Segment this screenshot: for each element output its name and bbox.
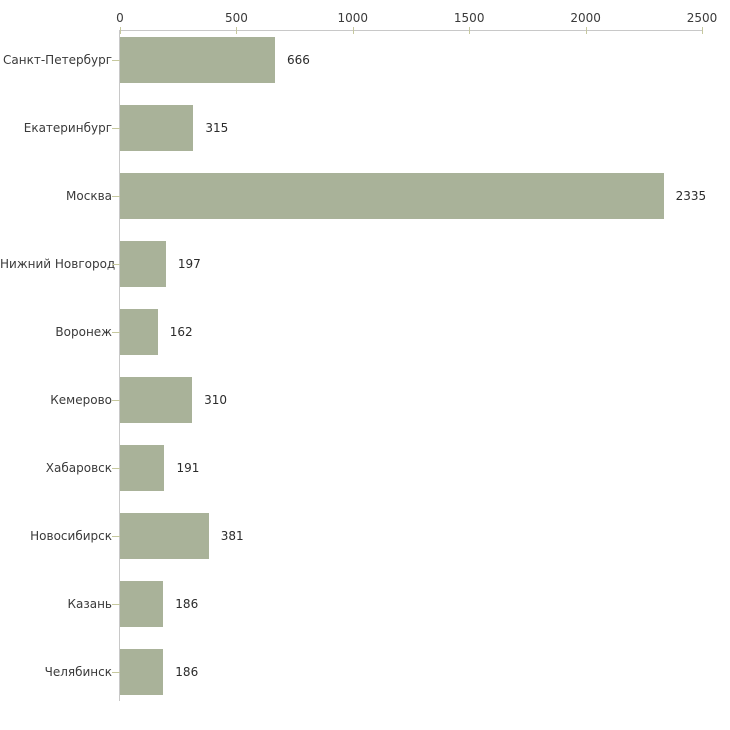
category-tick-mark: [112, 127, 120, 129]
category-tick-mark: [112, 467, 120, 469]
value-label: 191: [176, 461, 200, 475]
x-tick-mark: [352, 27, 354, 34]
x-tick-label: 500: [224, 11, 248, 25]
bar: [120, 377, 193, 423]
value-label: 186: [175, 597, 199, 611]
x-tick-label: 1000: [337, 11, 369, 25]
value-label: 666: [287, 53, 310, 67]
bar: [120, 581, 164, 627]
category-tick-mark: [112, 603, 120, 605]
value-label: 381: [220, 529, 244, 543]
bar-row: Санкт-Петербург 666: [0, 26, 730, 94]
value-label: 310: [204, 393, 228, 407]
bar-row: Хабаровск 191: [0, 434, 730, 502]
bar: [120, 105, 194, 151]
category-label: Хабаровск: [45, 461, 112, 475]
category-tick-mark: [112, 535, 120, 537]
bar-row: Екатеринбург 315: [0, 94, 730, 162]
category-label: Кемерово: [50, 393, 112, 407]
value-label: 197: [177, 257, 201, 271]
bar-row: Челябинск 186: [0, 638, 730, 706]
bar: [120, 37, 276, 83]
bar-row: Нижний Новгород 197: [0, 230, 730, 298]
x-tick-mark: [469, 27, 471, 34]
x-tick-label: 0: [116, 11, 124, 25]
x-tick-mark: [120, 27, 121, 34]
value-label: 315: [205, 121, 229, 135]
value-label: 2335: [675, 189, 707, 203]
bar-row: Казань 186: [0, 570, 730, 638]
category-label: Казань: [67, 597, 112, 611]
x-tick-mark: [585, 27, 587, 34]
value-label: 186: [175, 665, 199, 679]
bar: [120, 241, 166, 287]
category-tick-mark: [112, 671, 120, 673]
bar: [120, 513, 209, 559]
bar-row: Новосибирск 381: [0, 502, 730, 570]
category-tick-mark: [112, 399, 120, 401]
category-label: Нижний Новгород: [0, 257, 116, 271]
x-tick-label: 2000: [570, 11, 601, 25]
bar: [120, 445, 165, 491]
y-axis-line: [119, 30, 120, 701]
x-axis-line: [120, 30, 703, 31]
bar: [120, 649, 164, 695]
category-tick-mark: [112, 195, 120, 197]
value-label: 162: [169, 325, 193, 339]
category-label: Воронеж: [55, 325, 112, 339]
x-tick-label: 1500: [453, 11, 485, 25]
category-label: Екатеринбург: [23, 121, 112, 135]
bar-row: Кемерово 310: [0, 366, 730, 434]
x-tick-mark: [702, 27, 703, 34]
category-tick-mark: [112, 263, 120, 265]
category-tick-mark: [112, 59, 120, 61]
bar-row: Воронеж 162: [0, 298, 730, 366]
category-label: Челябинск: [44, 665, 112, 679]
category-label: Москва: [66, 189, 112, 203]
bar-row: Москва 2335: [0, 162, 730, 230]
category-tick-mark: [112, 331, 120, 333]
x-tick-mark: [236, 27, 238, 34]
category-label: Новосибирск: [30, 529, 112, 543]
category-label: Санкт-Петербург: [3, 53, 112, 67]
x-tick-label: 2500: [686, 11, 718, 25]
bar: [120, 309, 158, 355]
bar: [120, 173, 664, 219]
